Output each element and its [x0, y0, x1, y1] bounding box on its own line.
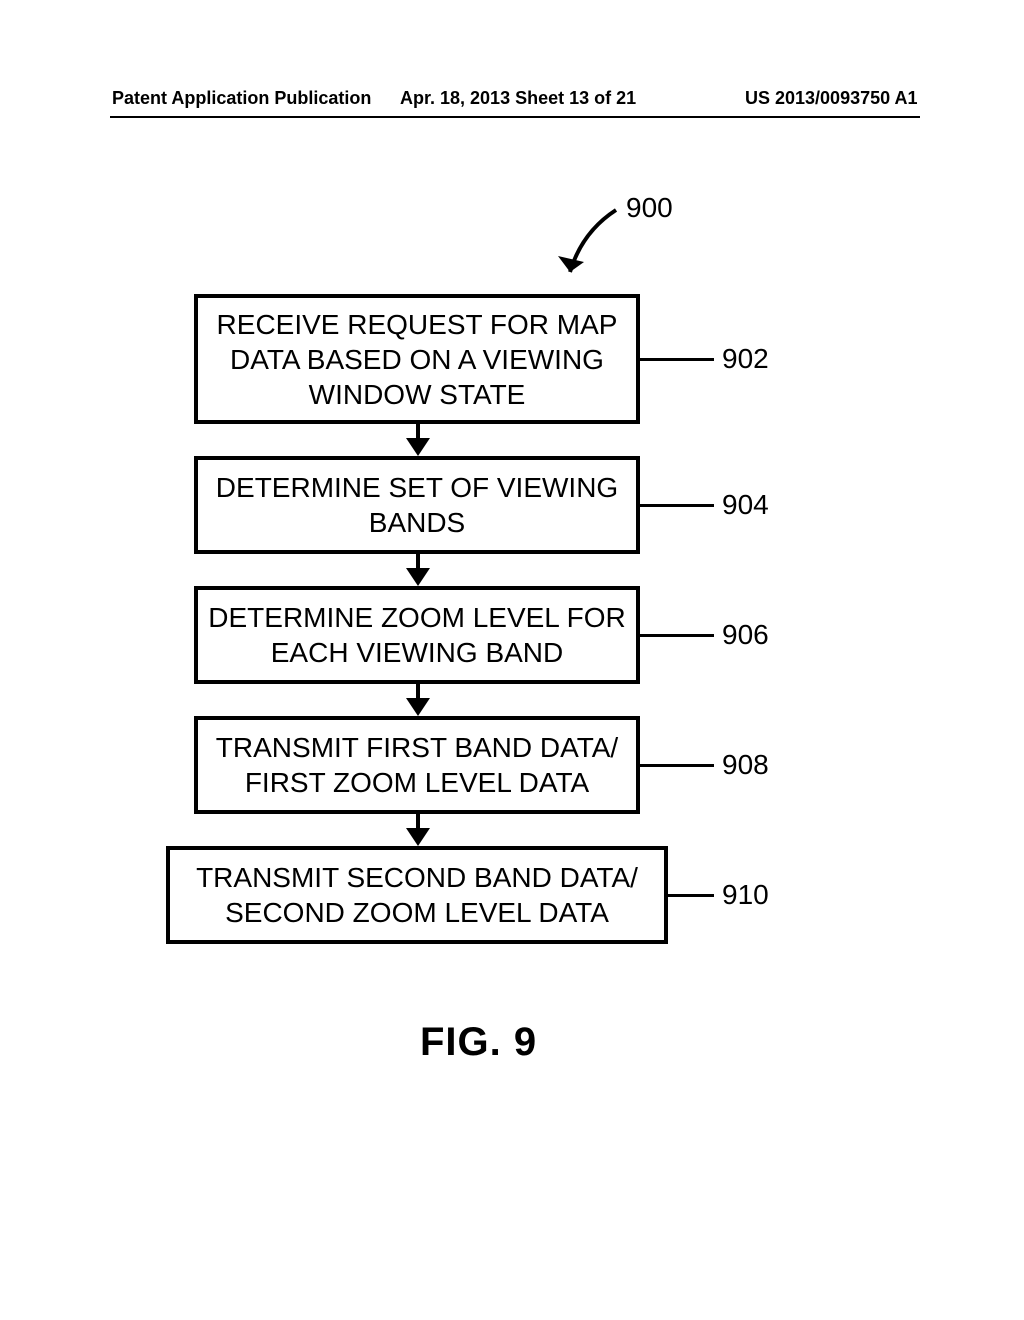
- ref-tick: [640, 358, 714, 361]
- flow-box: TRANSMIT FIRST BAND DATA/ FIRST ZOOM LEV…: [194, 716, 640, 814]
- arrow-head: [406, 698, 430, 716]
- flow-box: DETERMINE ZOOM LEVEL FOR EACH VIEWING BA…: [194, 586, 640, 684]
- flow-box: DETERMINE SET OF VIEWING BANDS: [194, 456, 640, 554]
- flow-box-ref: 904: [722, 489, 769, 521]
- ref-tick: [640, 764, 714, 767]
- arrow-shaft: [416, 814, 420, 828]
- arrow-shaft: [416, 684, 420, 698]
- arrow-head: [406, 828, 430, 846]
- figure-ref-number: 900: [626, 192, 673, 224]
- figure-label: FIG. 9: [420, 1020, 537, 1065]
- flow-box: RECEIVE REQUEST FOR MAP DATA BASED ON A …: [194, 294, 640, 424]
- arrow-shaft: [416, 554, 420, 568]
- flow-box-ref: 906: [722, 619, 769, 651]
- arrow-head: [406, 568, 430, 586]
- ref-tick: [668, 894, 714, 897]
- flow-box-ref: 910: [722, 879, 769, 911]
- ref-tick: [640, 504, 714, 507]
- page: Patent Application Publication Apr. 18, …: [0, 0, 1024, 1320]
- ref-tick: [640, 634, 714, 637]
- arrow-shaft: [416, 424, 420, 438]
- flow-box-ref: 908: [722, 749, 769, 781]
- flow-box-ref: 902: [722, 343, 769, 375]
- flowchart: 900 FIG. 9 RECEIVE REQUEST FOR MAP DATA …: [0, 0, 1024, 1320]
- flow-box: TRANSMIT SECOND BAND DATA/ SECOND ZOOM L…: [166, 846, 668, 944]
- arrow-head: [406, 438, 430, 456]
